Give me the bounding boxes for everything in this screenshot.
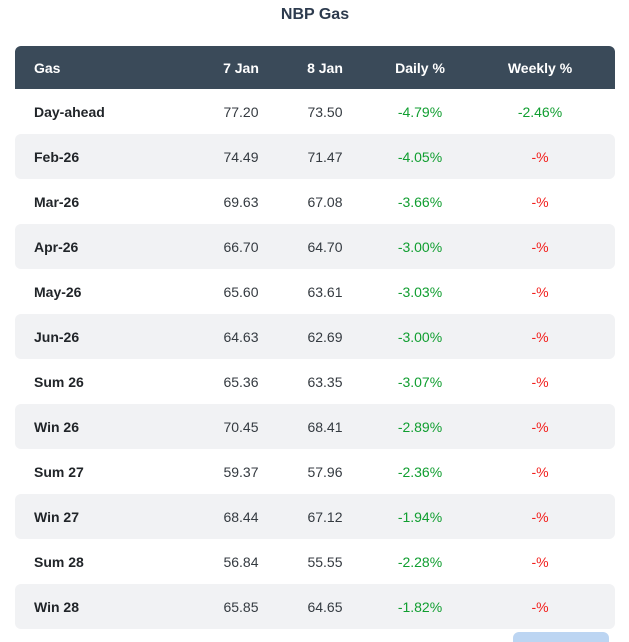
price-8jan-cell: 55.55	[307, 553, 343, 570]
price-8jan-cell: 67.08	[307, 193, 343, 210]
gas-label-cell: Sum 28	[34, 553, 84, 570]
price-7jan-cell: 65.36	[223, 373, 259, 390]
price-7jan-cell: 64.63	[223, 328, 259, 345]
weekly-pct-cell: -%	[531, 463, 549, 480]
price-8jan-cell: 71.47	[307, 148, 343, 165]
table-row: Win 28 65.85 64.65 -1.82% -%	[15, 584, 615, 629]
daily-pct-cell: -4.79%	[397, 103, 443, 120]
gas-label-cell: Feb-26	[34, 148, 80, 165]
gas-label-cell: Win 27	[34, 508, 79, 525]
daily-pct-cell: -1.82%	[397, 598, 443, 615]
weekly-pct-cell: -%	[531, 508, 549, 525]
gas-label-cell: Sum 27	[34, 463, 84, 480]
daily-pct-cell: -3.66%	[397, 193, 443, 210]
price-8jan-cell: 67.12	[307, 508, 343, 525]
daily-pct-cell: -3.00%	[397, 328, 443, 345]
weekly-pct-cell: -%	[531, 553, 549, 570]
price-7jan-cell: 59.37	[223, 463, 259, 480]
table-row: Day-ahead 77.20 73.50 -4.79% -2.46%	[15, 89, 615, 134]
weekly-pct-cell: -%	[531, 418, 549, 435]
price-7jan-cell: 66.70	[223, 238, 259, 255]
daily-pct-cell: -4.05%	[397, 148, 443, 165]
table-row: Win 27 68.44 67.12 -1.94% -%	[15, 494, 615, 539]
partial-bottom-element[interactable]	[513, 632, 609, 642]
gas-label-cell: Win 28	[34, 598, 79, 615]
table-row: Sum 26 65.36 63.35 -3.07% -%	[15, 359, 615, 404]
table-body: Day-ahead 77.20 73.50 -4.79% -2.46% Feb-…	[15, 89, 615, 629]
daily-pct-cell: -3.07%	[397, 373, 443, 390]
weekly-pct-cell: -2.46%	[517, 103, 563, 120]
header-daily-pct: Daily %	[395, 59, 445, 76]
header-8jan: 8 Jan	[307, 59, 343, 76]
weekly-pct-cell: -%	[531, 328, 549, 345]
daily-pct-cell: -2.28%	[397, 553, 443, 570]
weekly-pct-cell: -%	[531, 283, 549, 300]
table-row: May-26 65.60 63.61 -3.03% -%	[15, 269, 615, 314]
price-7jan-cell: 65.85	[223, 598, 259, 615]
price-7jan-cell: 77.20	[223, 103, 259, 120]
header-gas: Gas	[34, 59, 61, 76]
price-7jan-cell: 68.44	[223, 508, 259, 525]
price-8jan-cell: 62.69	[307, 328, 343, 345]
table-row: Feb-26 74.49 71.47 -4.05% -%	[15, 134, 615, 179]
price-7jan-cell: 56.84	[223, 553, 259, 570]
gas-label-cell: Mar-26	[34, 193, 80, 210]
gas-label-cell: Apr-26	[34, 238, 79, 255]
gas-label-cell: May-26	[34, 283, 82, 300]
weekly-pct-cell: -%	[531, 598, 549, 615]
daily-pct-cell: -2.36%	[397, 463, 443, 480]
daily-pct-cell: -3.00%	[397, 238, 443, 255]
price-8jan-cell: 63.35	[307, 373, 343, 390]
price-8jan-cell: 68.41	[307, 418, 343, 435]
table-row: Mar-26 69.63 67.08 -3.66% -%	[15, 179, 615, 224]
header-weekly-pct: Weekly %	[507, 59, 573, 76]
table-header-row: Gas 7 Jan 8 Jan Daily % Weekly %	[15, 46, 615, 89]
daily-pct-cell: -3.03%	[397, 283, 443, 300]
gas-label-cell: Day-ahead	[34, 103, 105, 120]
price-8jan-cell: 64.70	[307, 238, 343, 255]
weekly-pct-cell: -%	[531, 148, 549, 165]
daily-pct-cell: -2.89%	[397, 418, 443, 435]
price-7jan-cell: 69.63	[223, 193, 259, 210]
weekly-pct-cell: -%	[531, 238, 549, 255]
nbp-gas-table: Gas 7 Jan 8 Jan Daily % Weekly % Day-ahe…	[15, 46, 615, 629]
price-7jan-cell: 65.60	[223, 283, 259, 300]
table-row: Apr-26 66.70 64.70 -3.00% -%	[15, 224, 615, 269]
price-8jan-cell: 64.65	[307, 598, 343, 615]
gas-label-cell: Win 26	[34, 418, 79, 435]
table-row: Sum 27 59.37 57.96 -2.36% -%	[15, 449, 615, 494]
weekly-pct-cell: -%	[531, 373, 549, 390]
weekly-pct-cell: -%	[531, 193, 549, 210]
table-row: Win 26 70.45 68.41 -2.89% -%	[15, 404, 615, 449]
header-7jan: 7 Jan	[223, 59, 259, 76]
price-8jan-cell: 57.96	[307, 463, 343, 480]
price-8jan-cell: 63.61	[307, 283, 343, 300]
table-title: NBP Gas	[280, 6, 350, 23]
table-row: Jun-26 64.63 62.69 -3.00% -%	[15, 314, 615, 359]
price-7jan-cell: 74.49	[223, 148, 259, 165]
gas-label-cell: Sum 26	[34, 373, 84, 390]
gas-label-cell: Jun-26	[34, 328, 80, 345]
price-8jan-cell: 73.50	[307, 103, 343, 120]
table-row: Sum 28 56.84 55.55 -2.28% -%	[15, 539, 615, 584]
daily-pct-cell: -1.94%	[397, 508, 443, 525]
price-7jan-cell: 70.45	[223, 418, 259, 435]
